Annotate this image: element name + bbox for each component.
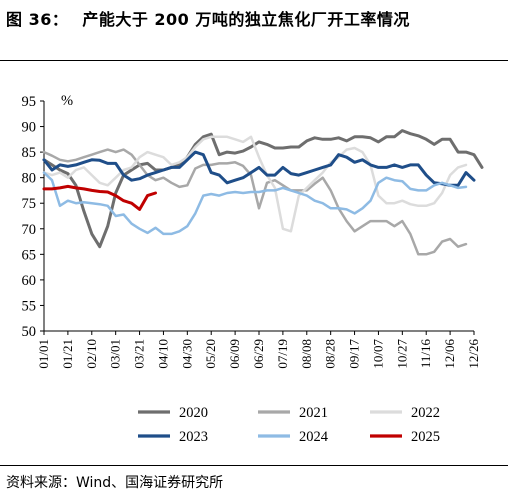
chart-axes: 50 55 60 65 70 75 80 85 90 95 % 01/01 01/21 02/10 03/0…: [22, 93, 482, 369]
x-tick-label: 08/28: [323, 339, 338, 369]
series-line-2022: [42, 135, 468, 233]
figure-title-text: 产能大于 200 万吨的独立焦化厂开工率情况: [82, 10, 410, 29]
y-tick-label: 80: [22, 171, 37, 187]
series-line-2025: [42, 184, 157, 211]
legend-label-2022: 2022: [411, 405, 440, 421]
x-tick-label: 06/09: [227, 339, 242, 369]
y-tick-label: 85: [22, 145, 37, 161]
x-tick-label: 04/10: [155, 339, 170, 369]
legend-label-2023: 2023: [179, 429, 208, 445]
x-tick-label: 04/30: [179, 339, 194, 369]
legend-label-2020: 2020: [179, 405, 208, 421]
y-tick-label: 60: [22, 273, 37, 289]
y-tick-label: 95: [22, 94, 37, 110]
legend-label-2024: 2024: [299, 429, 329, 445]
x-tick-label: 11/16: [418, 339, 433, 369]
y-tick-label: 55: [22, 298, 37, 314]
x-tick-label: 10/07: [370, 339, 385, 369]
bottom-rule: [0, 465, 508, 466]
legend-label-2021: 2021: [299, 405, 328, 421]
x-tick-label: 06/29: [251, 339, 266, 369]
x-tick-label: 05/20: [203, 339, 218, 369]
series-line-2024: [42, 171, 468, 236]
legend-label-2025: 2025: [411, 429, 440, 445]
y-tick-label: 90: [22, 120, 37, 136]
chart-series: [42, 129, 484, 256]
series-line-2020: [42, 129, 484, 249]
x-tick-label: 01/01: [36, 339, 51, 369]
y-tick-label: 70: [22, 222, 37, 238]
x-tick-label: 07/19: [275, 339, 290, 369]
x-tick-label: 03/21: [132, 339, 147, 369]
x-tick-label: 08/08: [299, 339, 314, 369]
x-tick-label: 10/27: [394, 339, 409, 369]
y-tick-label: 75: [22, 196, 37, 212]
x-tick-label: 02/10: [84, 339, 99, 369]
x-tick-label: 01/21: [60, 339, 75, 369]
y-tick-label: 65: [22, 247, 37, 263]
figure-title: 图 36： 产能大于 200 万吨的独立焦化厂开工率情况: [6, 6, 410, 30]
y-tick-label: 50: [22, 324, 37, 340]
figure-number: 图 36：: [6, 10, 69, 29]
chart-legend: 2020 2021 2022 2023 2024 2025: [138, 405, 440, 445]
series-line-2023: [42, 150, 476, 187]
x-tick-label: 12/06: [442, 339, 457, 369]
source-note: 资料来源：Wind、国海证券研究所: [6, 475, 224, 491]
top-rule: [0, 60, 508, 61]
y-unit-label: %: [61, 93, 73, 109]
x-tick-label: 03/01: [108, 339, 123, 369]
x-tick-label: 12/26: [466, 339, 481, 369]
x-tick-label: 09/17: [347, 339, 362, 369]
